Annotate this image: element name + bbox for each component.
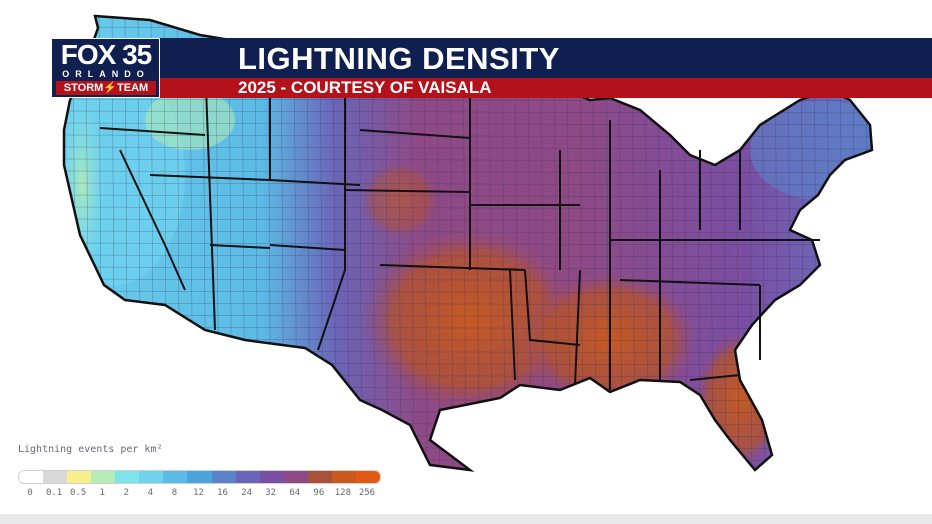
subtitle-banner: 2025 - COURTESY OF VAISALA [160, 78, 932, 98]
legend-label: 1 [99, 488, 105, 498]
legend-label: 2 [123, 488, 130, 498]
legend-label: 256 [358, 488, 376, 498]
legend-label: 0.5 [70, 488, 87, 498]
legend-label: 4 [147, 488, 154, 498]
legend-swatch [235, 471, 260, 483]
title-banner: LIGHTNING DENSITY [160, 38, 932, 78]
legend-swatch [139, 471, 164, 483]
footer-strip [0, 514, 932, 524]
legend-swatch [331, 471, 356, 483]
legend-swatch [355, 471, 380, 483]
legend-swatch [43, 471, 68, 483]
page-subtitle: 2025 - COURTESY OF VAISALA [238, 78, 492, 97]
legend-label: 24 [241, 488, 253, 498]
legend-label: 12 [193, 488, 204, 498]
legend-title: Lightning events per km² [18, 444, 163, 455]
legend-swatch [115, 471, 140, 483]
legend-label: 128 [334, 488, 352, 498]
legend-label: 0 [27, 488, 33, 498]
legend-swatch [259, 471, 284, 483]
legend-label: 16 [217, 488, 228, 498]
legend-label: 96 [313, 488, 325, 498]
legend-swatch [163, 471, 188, 483]
legend-swatch [211, 471, 236, 483]
legend-swatch [19, 471, 44, 483]
legend-color-bar [18, 470, 381, 484]
legend-swatch [187, 471, 212, 483]
legend-label: 32 [265, 488, 277, 498]
legend-swatch [67, 471, 92, 483]
color-legend: Lightning events per km² 0 0.1 0.5 1 2 4 8 12 16… [18, 444, 398, 504]
logo-main-text: FOX 35 [60, 39, 152, 70]
legend-label: 8 [171, 488, 178, 498]
page-title: LIGHTNING DENSITY [238, 41, 560, 76]
legend-swatch [283, 471, 308, 483]
legend-labels: 0 0.1 0.5 1 2 4 8 12 16 24 32 64 96 128 256 [18, 488, 379, 500]
state-borders [62, 14, 874, 472]
logo-city-text: ORLANDO [62, 69, 150, 79]
legend-label: 0.1 [45, 488, 63, 498]
legend-swatch [91, 471, 116, 483]
logo-team-text: STORM⚡TEAM [56, 81, 156, 95]
legend-label: 64 [289, 488, 301, 498]
station-logo: FOX 35 ORLANDO STORM⚡TEAM [51, 38, 160, 98]
legend-swatch [307, 471, 332, 483]
